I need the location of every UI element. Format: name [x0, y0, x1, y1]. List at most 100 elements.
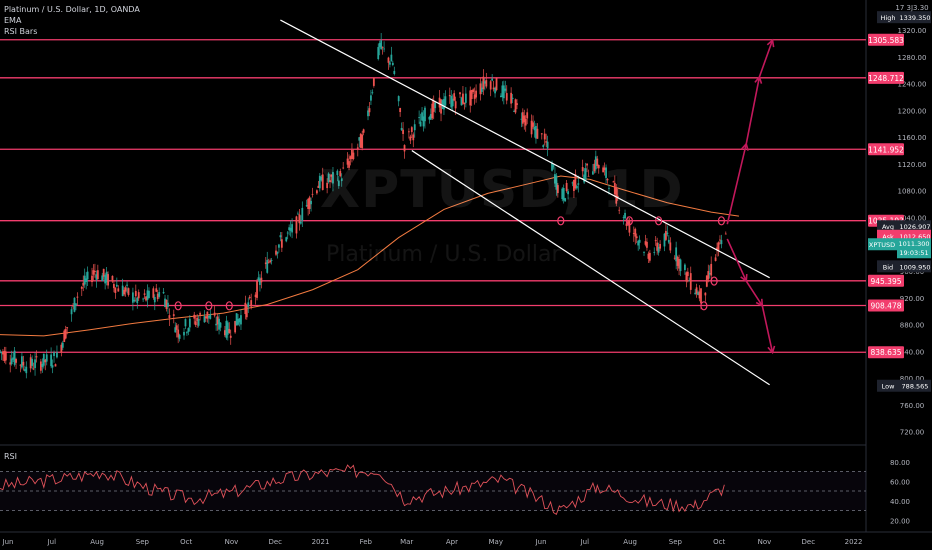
- candle-body-42: [83, 275, 86, 285]
- pivot-markers: [174, 216, 726, 311]
- candle-body-106: [215, 323, 218, 326]
- candle-body-16: [31, 358, 34, 366]
- rsi-line: [0, 464, 725, 515]
- candle-body-93: [187, 328, 190, 332]
- candle-body-136: [276, 252, 279, 254]
- candle-body-145: [295, 216, 298, 234]
- price-tick-11: 920.00: [900, 295, 925, 303]
- candle-body-39: [76, 296, 79, 298]
- candle-body-213: [432, 101, 435, 112]
- candle-body-44: [86, 271, 89, 280]
- candle-body-283: [575, 185, 578, 189]
- time-axis[interactable]: Jun Jul Aug Sep Oct Nov Dec 2021 Feb Mar Apr May Jun…: [2, 538, 863, 546]
- channel-lines[interactable]: [280, 19, 770, 386]
- candle-body-164: [332, 172, 334, 184]
- price-tick-4: 1200.00: [898, 107, 927, 115]
- candle-body-50: [101, 275, 104, 282]
- candle-body-59: [117, 288, 120, 292]
- candle-body-33: [64, 329, 67, 339]
- candle-body-339: [689, 273, 692, 290]
- candle-body-337: [686, 271, 689, 277]
- candle-body-166: [337, 180, 340, 187]
- time-tick-13: Jul: [580, 538, 590, 546]
- pivot-marker-3: [557, 216, 565, 226]
- candle-body-236: [481, 87, 483, 92]
- candle-body-92: [186, 332, 188, 334]
- candle-body-186: [378, 42, 381, 48]
- candle-body-345: [704, 292, 707, 296]
- candle-body-183: [371, 92, 374, 94]
- candle-body-176: [358, 137, 361, 141]
- legend-title[interactable]: Platinum / U.S. Dollar, 1D, OANDA: [4, 5, 140, 14]
- candle-body-12: [22, 361, 25, 366]
- candle-body-173: [351, 149, 353, 159]
- projection-arrow-5: [761, 305, 774, 353]
- candle-body-290: [592, 171, 594, 175]
- candle-body-274: [556, 185, 559, 194]
- candle-body-75: [152, 288, 155, 298]
- candle-body-286: [583, 174, 586, 183]
- candle-body-132: [267, 261, 270, 263]
- candle-body-127: [257, 277, 260, 281]
- candle-body-84: [168, 315, 171, 318]
- time-tick-6: Dec: [268, 538, 282, 546]
- pivot-marker-4: [625, 216, 634, 226]
- candle-body-63: [126, 284, 128, 286]
- candle-body-111: [225, 320, 228, 338]
- candle-body-45: [91, 275, 93, 283]
- candle-body-212: [431, 103, 434, 119]
- level-badge-1: [868, 71, 904, 84]
- candle-body-329: [669, 242, 672, 251]
- level-badge-2: [868, 143, 904, 156]
- candle-body-292: [594, 156, 597, 170]
- level-badge-5: [868, 299, 904, 312]
- candle-body-310: [632, 233, 635, 234]
- time-tick-19: 2022: [845, 538, 863, 546]
- candle-body-139: [280, 239, 283, 248]
- badge-high-label: High: [881, 14, 896, 22]
- rsi-tick-0: 80.00: [890, 459, 910, 467]
- projection-arrows[interactable]: [726, 38, 776, 355]
- legend-ema[interactable]: EMA: [4, 16, 22, 25]
- candle-body-315: [643, 252, 645, 253]
- candle-body-58: [115, 284, 118, 287]
- candle-body-245: [500, 95, 502, 97]
- badge-ask-label: Ask: [882, 233, 894, 241]
- candle-body-325: [663, 233, 666, 247]
- candle-body-140: [285, 237, 288, 242]
- candle-body-54: [107, 274, 109, 286]
- candle-body-294: [597, 164, 600, 169]
- level-badge-label-2: 1141.952: [868, 145, 904, 154]
- candle-body-120: [244, 302, 247, 315]
- time-tick-1: Jul: [47, 538, 57, 546]
- candle-body-15: [29, 357, 32, 369]
- rsi-title[interactable]: RSI: [4, 452, 17, 461]
- candle-body-244: [495, 78, 498, 91]
- candle-body-142: [288, 227, 291, 231]
- candle-body-355: [724, 233, 727, 235]
- badge-symbol-value: 1011.300: [898, 240, 929, 248]
- candle-body-105: [213, 312, 216, 316]
- candle-body-156: [317, 185, 320, 189]
- legend-rsi-bars[interactable]: RSI Bars: [4, 27, 38, 36]
- candle-body-83: [167, 302, 169, 307]
- candle-body-180: [367, 110, 369, 117]
- badge-ask-value: 1012.650: [899, 233, 930, 241]
- candle-body-1: [0, 351, 3, 354]
- candle-body-330: [673, 257, 676, 259]
- candle-body-235: [479, 83, 482, 95]
- candle-body-171: [348, 161, 350, 168]
- price-tick-12: 880.00: [900, 322, 925, 330]
- candle-body-248: [504, 88, 507, 91]
- candle-body-347: [707, 271, 710, 280]
- candle-body-179: [362, 129, 365, 133]
- candle-body-227: [462, 93, 464, 104]
- candle-body-52: [104, 275, 107, 284]
- candle-body-28: [54, 364, 57, 367]
- candle-body-324: [659, 244, 661, 249]
- channel-line-1: [411, 150, 770, 386]
- badge-high-value: 1339.350: [899, 14, 930, 22]
- candle-body-169: [342, 167, 345, 169]
